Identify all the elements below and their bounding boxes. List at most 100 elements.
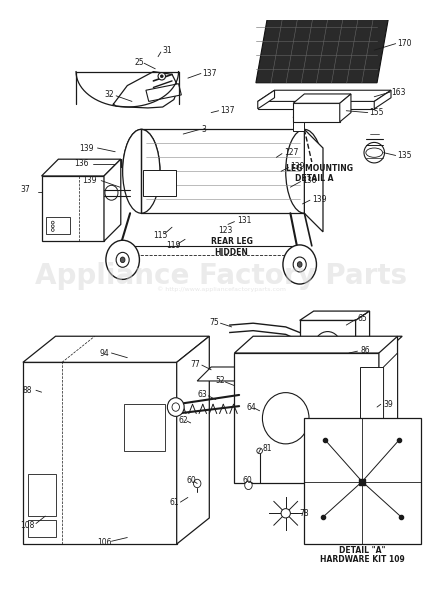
Ellipse shape [194, 479, 201, 488]
Text: 136: 136 [74, 159, 89, 168]
Bar [143, 170, 176, 196]
Text: 127: 127 [284, 148, 298, 157]
Text: 78: 78 [300, 509, 309, 518]
Text: 64: 64 [247, 402, 256, 411]
Text: DETAIL "A": DETAIL "A" [339, 546, 385, 555]
Ellipse shape [364, 143, 385, 163]
Text: 139: 139 [312, 195, 326, 204]
Text: © http://www.appliancefactoryparts.com: © http://www.appliancefactoryparts.com [157, 287, 286, 293]
Ellipse shape [123, 130, 160, 213]
Ellipse shape [257, 448, 262, 454]
Text: 60: 60 [243, 476, 253, 485]
Text: 77: 77 [190, 360, 200, 369]
Bar [360, 367, 384, 432]
Polygon shape [258, 90, 275, 109]
Bar [304, 418, 421, 544]
Ellipse shape [281, 509, 290, 518]
Text: 65: 65 [358, 314, 367, 323]
Text: 3: 3 [202, 125, 207, 134]
Ellipse shape [105, 185, 118, 200]
Polygon shape [177, 336, 209, 544]
Text: 88: 88 [23, 386, 32, 395]
Ellipse shape [321, 338, 334, 353]
Polygon shape [384, 353, 397, 432]
Polygon shape [300, 311, 369, 321]
Ellipse shape [116, 253, 129, 267]
Ellipse shape [286, 130, 323, 213]
Text: DETAIL A: DETAIL A [295, 174, 334, 183]
Text: 139: 139 [290, 162, 305, 171]
Text: 52: 52 [216, 377, 225, 386]
Text: 39: 39 [384, 400, 393, 409]
Text: 135: 135 [397, 151, 412, 160]
Text: 115: 115 [153, 231, 168, 240]
Text: LEG MOUNTING: LEG MOUNTING [286, 164, 353, 173]
Polygon shape [104, 159, 121, 241]
Text: 163: 163 [391, 88, 405, 97]
Text: 137: 137 [221, 106, 235, 115]
Bar [234, 353, 379, 484]
Ellipse shape [139, 416, 150, 429]
Polygon shape [234, 336, 402, 353]
Ellipse shape [172, 403, 179, 411]
Text: 139: 139 [79, 143, 93, 152]
Polygon shape [146, 84, 181, 101]
Text: 94: 94 [99, 349, 109, 358]
Ellipse shape [167, 398, 184, 416]
Bar [46, 217, 70, 234]
Bar [293, 117, 304, 131]
Text: HARDWARE KIT 109: HARDWARE KIT 109 [320, 555, 404, 564]
Ellipse shape [293, 257, 306, 272]
Text: 62: 62 [179, 416, 188, 424]
Text: 63: 63 [197, 390, 207, 399]
Ellipse shape [297, 261, 302, 267]
Polygon shape [293, 103, 340, 122]
Ellipse shape [106, 240, 140, 279]
Text: 139: 139 [82, 176, 97, 185]
Text: 75: 75 [209, 318, 219, 327]
Polygon shape [356, 311, 369, 372]
Polygon shape [23, 336, 209, 362]
Bar [27, 474, 55, 516]
Ellipse shape [158, 72, 166, 80]
Text: 37: 37 [20, 186, 30, 195]
Text: 32: 32 [104, 90, 114, 99]
Polygon shape [256, 4, 391, 83]
Bar [300, 321, 356, 372]
Ellipse shape [283, 245, 316, 284]
Bar [124, 404, 165, 451]
Text: 31: 31 [163, 45, 172, 55]
Ellipse shape [305, 334, 313, 346]
Polygon shape [293, 94, 351, 103]
Text: 170: 170 [397, 39, 412, 48]
Polygon shape [374, 90, 391, 109]
Polygon shape [42, 159, 121, 176]
Text: 155: 155 [369, 108, 384, 117]
Ellipse shape [131, 408, 157, 438]
Text: 136: 136 [303, 176, 317, 185]
Polygon shape [379, 336, 397, 484]
Text: 123: 123 [219, 226, 233, 235]
Text: 61: 61 [169, 498, 179, 507]
Ellipse shape [315, 331, 341, 359]
Ellipse shape [366, 148, 383, 158]
Text: 108: 108 [20, 521, 35, 530]
Polygon shape [304, 130, 323, 232]
Bar [27, 520, 55, 537]
Text: 81: 81 [262, 444, 272, 453]
Ellipse shape [120, 257, 125, 263]
Polygon shape [340, 94, 351, 122]
Text: HIDDEN: HIDDEN [214, 248, 248, 257]
Text: 106: 106 [97, 538, 112, 547]
Bar [23, 362, 177, 544]
Text: Appliance Factory Parts: Appliance Factory Parts [35, 261, 408, 290]
Text: 86: 86 [360, 346, 370, 355]
Text: 60: 60 [186, 476, 196, 485]
Polygon shape [197, 367, 249, 381]
Text: 137: 137 [202, 69, 216, 78]
Text: 131: 131 [237, 216, 252, 225]
Ellipse shape [245, 481, 252, 490]
Polygon shape [258, 90, 391, 101]
Text: 25: 25 [135, 58, 144, 67]
Text: 119: 119 [167, 241, 181, 250]
